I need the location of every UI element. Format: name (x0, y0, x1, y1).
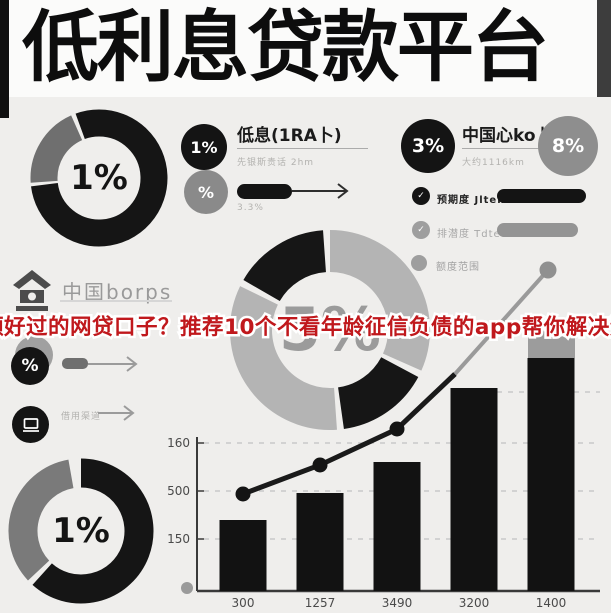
x-tick-label: 300 (232, 596, 255, 610)
chart-bar (450, 388, 498, 591)
percent-badge: % (184, 170, 228, 214)
channel-arrow-head (123, 405, 135, 421)
stat-badge-3pct: 3% (401, 119, 455, 173)
value-bar-dark (497, 189, 586, 203)
value-bar-gray (497, 223, 578, 237)
divider (462, 148, 562, 149)
china-subtext: 大约1116km (462, 158, 525, 168)
loan-heading: 低息(1RA卜) (237, 126, 342, 146)
y-tick-label: 160 (167, 436, 190, 450)
home-icon (13, 270, 51, 311)
row-label: 排潜度 Tdted (437, 229, 509, 240)
channel-label: 借用渠道 (61, 412, 102, 422)
row-label: 预期度 Jltem (437, 195, 509, 206)
chart-bar (527, 358, 575, 591)
headline-overlay: 额好过的网贷口子？推荐10个不看年龄征信负债的app帮你解决资金问 额好过的网贷… (0, 303, 611, 349)
title-band (0, 0, 611, 97)
x-tick-label: 3490 (382, 596, 413, 610)
loan-rate-badge: 1% (181, 124, 227, 170)
x-tick-label: 3200 (459, 596, 490, 610)
donut-top-left-segment (75, 109, 100, 140)
check-icon: ✓ (412, 187, 430, 205)
trend-dot (539, 261, 557, 279)
rate-progress-bar (237, 184, 292, 199)
donut-bottom-left-segment (8, 459, 75, 581)
x-tick-label: 1400 (536, 596, 567, 610)
loan-subtext: 先银斯贵话 2hm (237, 158, 315, 168)
donut-top-left-label: 1% (70, 158, 128, 198)
rate-arrow-head (337, 183, 349, 199)
trend-dot (389, 421, 405, 437)
stat-badge-8pct: 8% (538, 116, 598, 176)
donut-bottom-left-segment (32, 458, 154, 604)
chart-bar (373, 462, 421, 591)
divider (237, 148, 368, 149)
page-title: 低利息贷款平台 (22, 4, 549, 93)
rate-note: 3.3% (237, 203, 264, 213)
x-tick-label: 1257 (305, 596, 336, 610)
divider (60, 300, 172, 302)
donut-top-left-segment (31, 109, 168, 247)
bullet-dot (411, 255, 427, 271)
percent-arrow-head (126, 356, 138, 372)
percent-progress-bar (62, 358, 88, 369)
left-edge-bar (0, 0, 9, 118)
trend-dot (235, 486, 251, 502)
chart-bar (296, 493, 344, 591)
percent-badge: % (11, 347, 49, 385)
chart-bar (219, 520, 267, 591)
row-label: 额度范围 (436, 262, 480, 273)
origin-dot (181, 582, 193, 594)
y-tick-label: 500 (167, 484, 190, 498)
monitor-icon (22, 417, 39, 432)
monitor-badge (12, 406, 49, 443)
donut-bottom-left-label: 1% (52, 511, 110, 551)
right-edge-bar (597, 0, 611, 97)
china-heading: 中国心ko卜) (462, 126, 561, 146)
check-icon: ✓ (412, 221, 430, 239)
headline-text: 额好过的网贷口子？推荐10个不看年龄征信负债的app帮你解决资金问 (0, 315, 611, 340)
donut-top-left-segment (30, 115, 83, 183)
donut-center-segment (243, 230, 327, 302)
trend-line (242, 372, 457, 497)
trend-dot (312, 457, 328, 473)
donut-center-segment (337, 356, 419, 430)
y-tick-label: 150 (167, 532, 190, 546)
